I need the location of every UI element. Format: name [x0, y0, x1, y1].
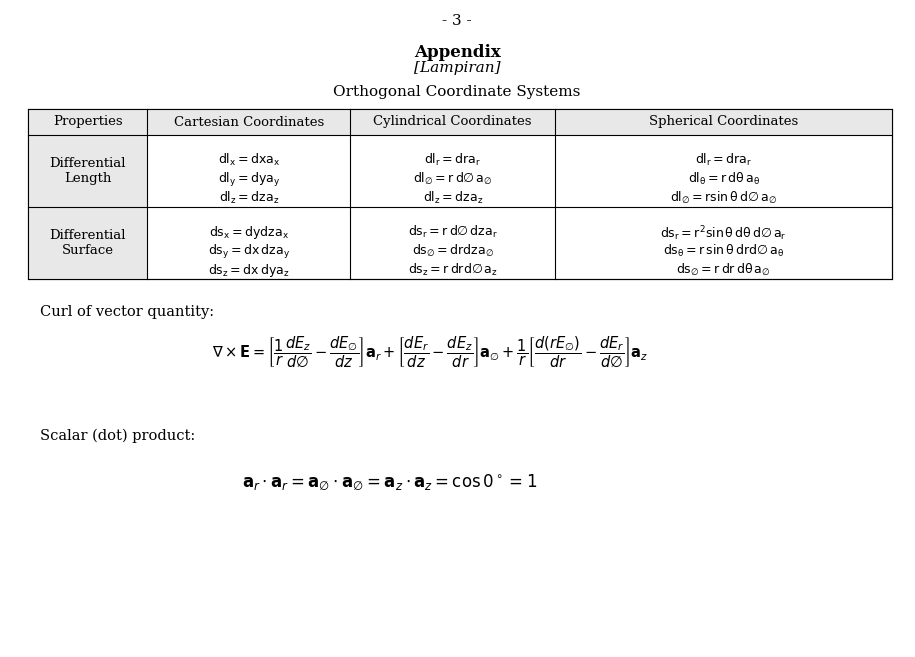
Bar: [28, 135, 147, 207]
Text: [Lampiran]: [Lampiran]: [414, 61, 501, 75]
Text: Cartesian Coordinates: Cartesian Coordinates: [174, 116, 324, 129]
Text: $\mathrm{ds_{\varnothing} = r\,dr\,d\theta\,a_{\varnothing}}$: $\mathrm{ds_{\varnothing} = r\,dr\,d\the…: [676, 262, 770, 278]
Text: $\mathrm{dl_r = dra_r}$: $\mathrm{dl_r = dra_r}$: [424, 152, 481, 168]
Text: $\mathrm{ds_r = r^2\sin\theta\,d\theta\,d\varnothing\,a_r}$: $\mathrm{ds_r = r^2\sin\theta\,d\theta\,…: [661, 224, 787, 242]
Text: Scalar (dot) product:: Scalar (dot) product:: [40, 429, 195, 443]
Text: $\mathrm{dl_y = dya_y}$: $\mathrm{dl_y = dya_y}$: [218, 171, 280, 189]
Text: Differential
Length: Differential Length: [49, 157, 126, 185]
Text: $\mathrm{dl_{\theta} = r\,d\theta\,a_{\theta}}$: $\mathrm{dl_{\theta} = r\,d\theta\,a_{\t…: [687, 171, 759, 187]
Text: Curl of vector quantity:: Curl of vector quantity:: [40, 305, 214, 319]
Text: $\mathrm{ds_z = dx\,dya_z}$: $\mathrm{ds_z = dx\,dya_z}$: [208, 262, 289, 279]
Text: Orthogonal Coordinate Systems: Orthogonal Coordinate Systems: [333, 85, 581, 99]
Bar: [28, 109, 892, 279]
Text: $\mathrm{dl_{\varnothing} = r\sin\theta\,d\varnothing\,a_{\varnothing}}$: $\mathrm{dl_{\varnothing} = r\sin\theta\…: [670, 190, 777, 206]
Text: $\mathrm{ds_x = dydza_x}$: $\mathrm{ds_x = dydza_x}$: [209, 224, 289, 241]
Text: $\mathrm{dl_r = dra_r}$: $\mathrm{dl_r = dra_r}$: [694, 152, 752, 168]
Text: $\mathrm{dl_z = dza_z}$: $\mathrm{dl_z = dza_z}$: [423, 190, 483, 206]
Text: $\mathrm{ds_y = dx\,dza_y}$: $\mathrm{ds_y = dx\,dza_y}$: [208, 243, 290, 261]
Text: $\mathrm{ds_{\varnothing} = drdza_{\varnothing}}$: $\mathrm{ds_{\varnothing} = drdza_{\varn…: [412, 243, 494, 259]
Text: $\mathrm{ds_r = r\,d\varnothing\,dza_r}$: $\mathrm{ds_r = r\,d\varnothing\,dza_r}$: [408, 224, 498, 240]
Text: Spherical Coordinates: Spherical Coordinates: [649, 116, 798, 129]
Text: $\mathrm{dl_x = dxa_x}$: $\mathrm{dl_x = dxa_x}$: [218, 152, 280, 168]
Text: Differential
Surface: Differential Surface: [49, 229, 126, 257]
Text: Cylindrical Coordinates: Cylindrical Coordinates: [373, 116, 532, 129]
Text: $\mathbf{a}_r \cdot \mathbf{a}_r = \mathbf{a}_{\varnothing} \cdot \mathbf{a}_{\v: $\mathbf{a}_r \cdot \mathbf{a}_r = \math…: [242, 472, 538, 491]
Bar: [28, 207, 147, 279]
Text: - 3 -: - 3 -: [442, 14, 472, 28]
Text: $\mathrm{dl_{\varnothing} = r\,d\varnothing\,a_{\varnothing}}$: $\mathrm{dl_{\varnothing} = r\,d\varnoth…: [413, 171, 492, 187]
Text: Appendix: Appendix: [414, 44, 501, 61]
Text: $\mathrm{ds_{\theta} = r\,\sin\theta\,drd\varnothing\,a_{\theta}}$: $\mathrm{ds_{\theta} = r\,\sin\theta\,dr…: [663, 243, 784, 259]
Text: $\nabla \times \mathbf{E} = \left[\dfrac{1}{r}\dfrac{dE_z}{d\varnothing} - \dfra: $\nabla \times \mathbf{E} = \left[\dfrac…: [212, 334, 648, 370]
Text: Properties: Properties: [53, 116, 123, 129]
Bar: [28, 109, 892, 135]
Text: $\mathrm{ds_z = r\,drd\varnothing\,a_z}$: $\mathrm{ds_z = r\,drd\varnothing\,a_z}$: [408, 262, 498, 278]
Text: $\mathrm{dl_z = dza_z}$: $\mathrm{dl_z = dza_z}$: [219, 190, 279, 206]
